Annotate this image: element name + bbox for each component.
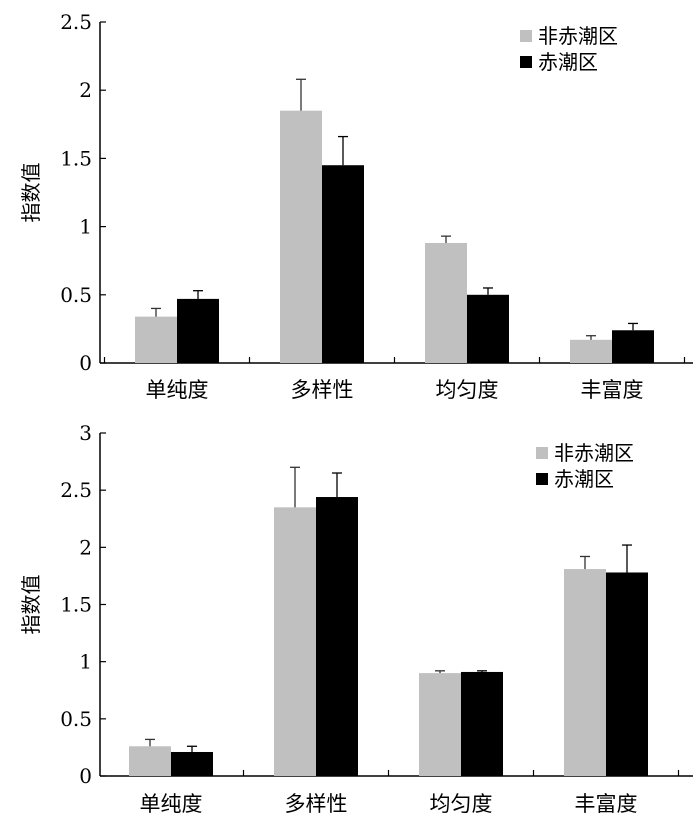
category-label: 均匀度 xyxy=(430,792,493,816)
legend-label: 非赤潮区 xyxy=(554,441,634,465)
legend-swatch xyxy=(520,56,532,68)
y-tick-label: 2 xyxy=(79,78,92,102)
y-axis-label: 指数值 xyxy=(19,575,43,635)
category-label: 单纯度 xyxy=(140,792,203,816)
y-axis-label: 指数值 xyxy=(19,163,43,223)
bar xyxy=(570,339,612,363)
y-tick-label: 0 xyxy=(79,764,92,788)
legend-label: 赤潮区 xyxy=(538,50,598,74)
y-tick-label: 0 xyxy=(79,351,92,375)
y-tick-label: 2.5 xyxy=(60,478,92,502)
bar xyxy=(177,298,219,363)
bar xyxy=(274,507,316,776)
category-label: 丰富度 xyxy=(575,792,638,816)
bar xyxy=(316,497,358,776)
bar xyxy=(171,751,213,776)
bar xyxy=(467,294,509,363)
legend-swatch xyxy=(536,447,548,459)
legend-swatch xyxy=(536,473,548,485)
category-label: 丰富度 xyxy=(581,378,644,402)
y-tick-label: 1.5 xyxy=(60,593,92,617)
y-tick-label: 1.5 xyxy=(60,146,92,170)
legend-label: 非赤潮区 xyxy=(538,24,618,48)
bar xyxy=(606,572,648,776)
bar xyxy=(419,673,461,776)
bar xyxy=(322,165,364,363)
y-tick-label: 0.5 xyxy=(60,707,92,731)
y-tick-label: 3 xyxy=(79,421,92,445)
bar xyxy=(129,746,171,776)
y-tick-label: 0.5 xyxy=(60,283,92,307)
category-label: 多样性 xyxy=(285,792,348,816)
category-label: 均匀度 xyxy=(436,378,499,402)
bar xyxy=(564,569,606,776)
y-tick-label: 2.5 xyxy=(60,10,92,34)
bar xyxy=(425,242,467,363)
bar xyxy=(135,316,177,363)
bar xyxy=(612,330,654,363)
legend-label: 赤潮区 xyxy=(554,467,614,491)
legend-swatch xyxy=(520,30,532,42)
y-tick-label: 2 xyxy=(79,535,92,559)
y-tick-label: 1 xyxy=(79,650,92,674)
bar xyxy=(280,110,322,363)
category-label: 多样性 xyxy=(291,378,354,402)
category-label: 单纯度 xyxy=(146,378,209,402)
y-tick-label: 1 xyxy=(79,215,92,239)
bar xyxy=(461,671,503,776)
